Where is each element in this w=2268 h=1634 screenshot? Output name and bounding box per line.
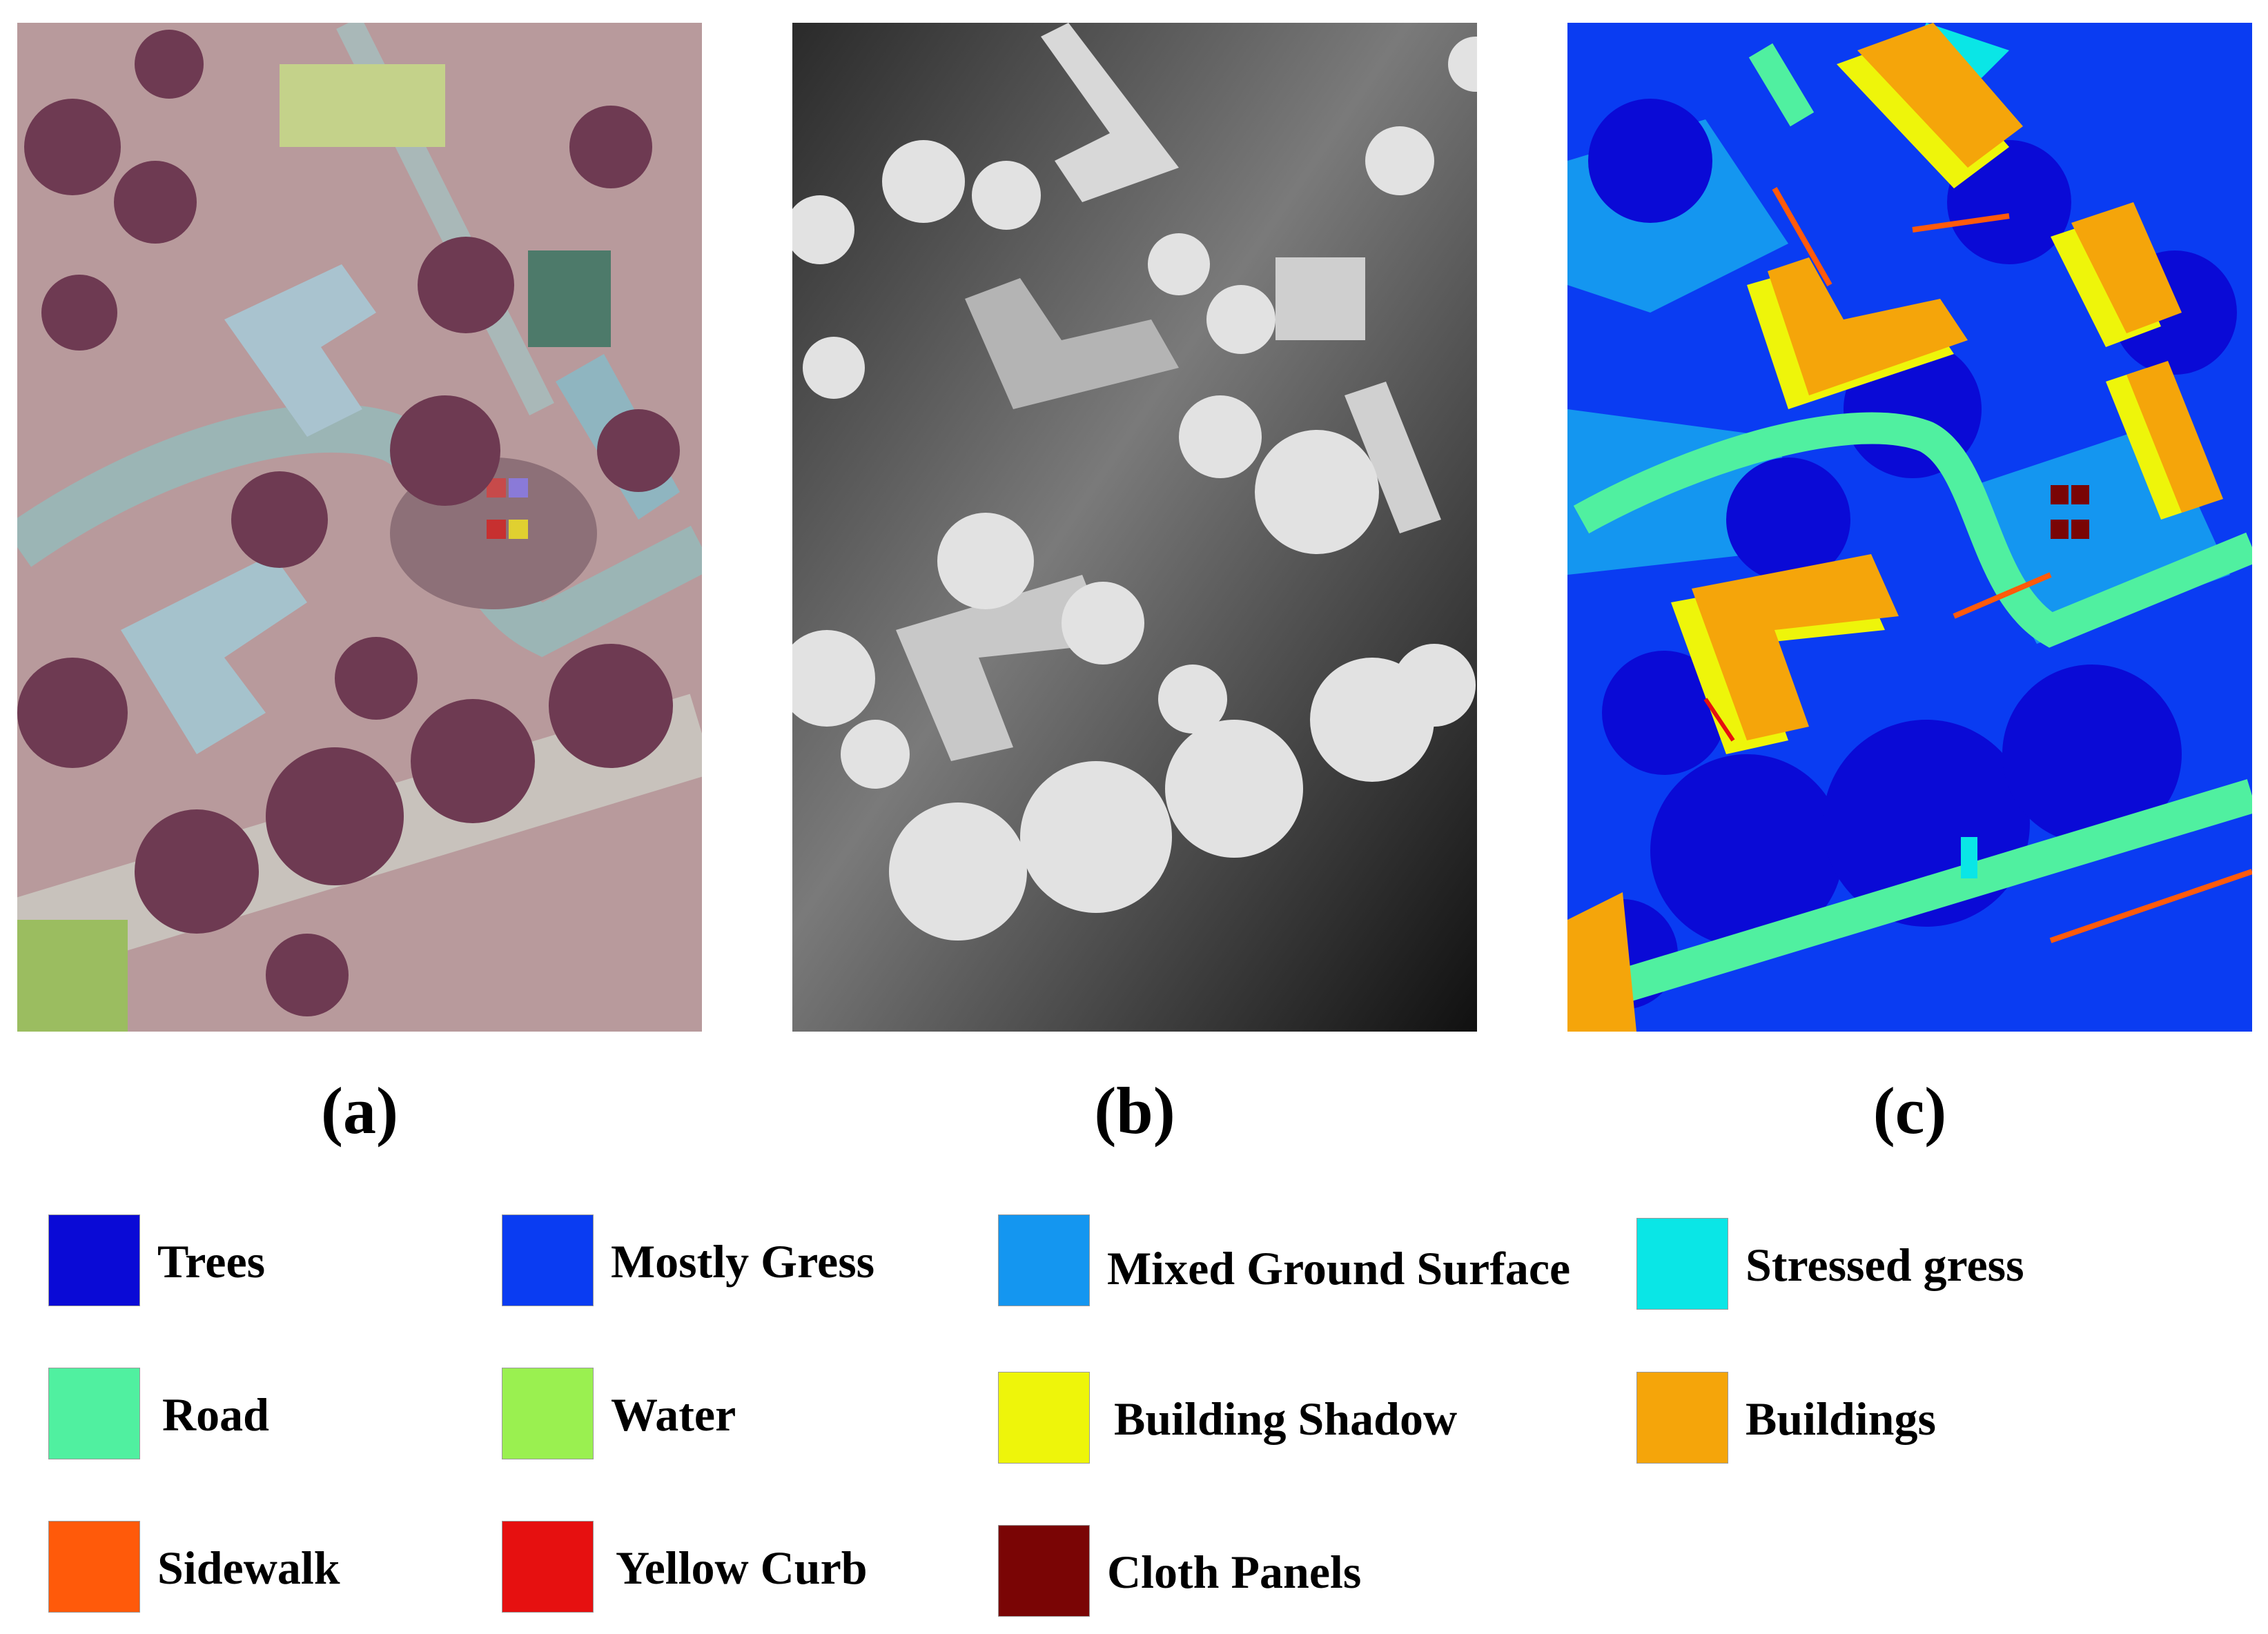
legend-label: Cloth Panels [1107, 1546, 1362, 1598]
legend-label: Water [611, 1388, 736, 1441]
legend-label: Buildings [1746, 1392, 1936, 1445]
legend-swatch [502, 1214, 594, 1306]
legend-label: Mixed Ground Surface [1107, 1242, 1571, 1295]
legend-swatch [502, 1521, 594, 1613]
legend-label: Building Shadow [1114, 1392, 1458, 1445]
legend-swatch [48, 1368, 140, 1459]
legend-swatch [48, 1214, 140, 1306]
legend-swatch [502, 1368, 594, 1459]
legend-swatch [1636, 1372, 1728, 1464]
legend-swatch [48, 1521, 140, 1613]
legend-label: Trees [157, 1235, 266, 1288]
legend-label: Road [162, 1388, 269, 1441]
caption-c: (c) [1873, 1074, 1947, 1148]
legend-label: Sidewalk [157, 1542, 340, 1594]
legend-label: Yellow Curb [616, 1542, 868, 1594]
legend-swatch [998, 1214, 1090, 1306]
classification-map-panel [1567, 23, 2252, 1032]
aerial-image-panel [17, 23, 702, 1032]
lidar-height-map [792, 23, 1477, 1032]
legend-swatch [1636, 1218, 1728, 1310]
legend-label: Mostly Gress [611, 1235, 875, 1288]
aerial-image [17, 23, 702, 1032]
caption-a: (a) [321, 1074, 398, 1148]
classification-map [1567, 23, 2252, 1032]
legend-swatch [998, 1525, 1090, 1617]
legend-swatch [998, 1372, 1090, 1464]
legend-label: Stressed gress [1746, 1239, 2024, 1291]
caption-b: (b) [1094, 1074, 1175, 1148]
lidar-height-map-panel [792, 23, 1477, 1032]
